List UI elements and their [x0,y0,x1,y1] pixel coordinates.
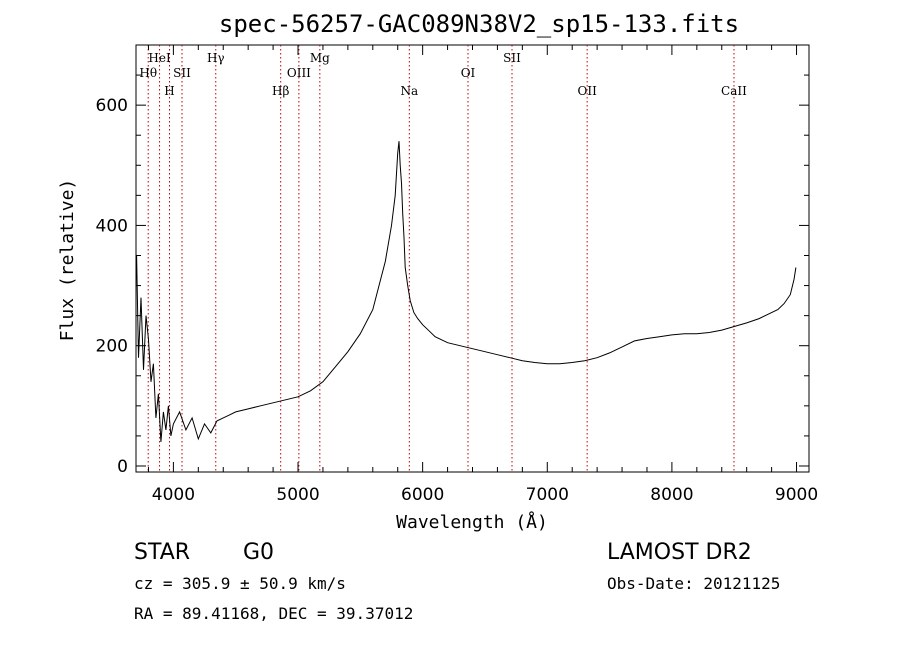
spectral-line-label: Hγ [207,51,225,65]
spectral-line-label: OI [461,66,476,80]
object-subclass: G0 [243,540,274,565]
y-tick-label: 0 [117,457,128,477]
y-tick-label: 200 [96,337,128,357]
x-axis-ticks [147,45,798,472]
spectral-line-label: SII [503,51,521,65]
spectral-line-label: H [164,84,174,98]
spectral-line-label: Mg [310,51,330,65]
y-tick-label: 600 [96,96,128,116]
x-tick-label: 8000 [650,485,693,505]
x-tick-label: 7000 [526,485,569,505]
x-axis-label: Wavelength (Å) [396,511,548,533]
plot-frame [135,44,810,473]
x-tick-label: 5000 [276,485,319,505]
spectral-line-markers [147,45,735,472]
x-tick-label: 4000 [152,485,195,505]
spectral-line-label: Na [400,84,418,98]
redshift-cz: cz = 305.9 ± 50.9 km/s [134,574,346,593]
spectral-line-label: Hβ [272,84,289,98]
chart-title: spec-56257-GAC089N38V2_sp15-133.fits [219,10,739,38]
survey-name: LAMOST DR2 [607,540,752,565]
y-tick-label: 400 [96,216,128,236]
y-axis-ticks [136,74,809,467]
spectral-line-label: CaII [721,84,747,98]
x-axis-tick-labels: 4000 5000 6000 7000 8000 9000 [152,485,818,505]
y-axis-label: Flux (relative) [57,179,78,342]
spectral-line-label: OII [577,84,597,98]
y-axis-tick-labels: 0 200 400 600 [96,96,128,477]
spectral-line-label: Hθ [139,66,157,80]
spectral-line-label: SII [173,66,191,80]
observation-date: Obs-Date: 20121125 [607,574,780,593]
x-tick-label: 9000 [775,485,818,505]
x-tick-label: 6000 [401,485,444,505]
object-class: STAR [134,540,190,565]
spectral-line-label: OIII [287,66,311,80]
spectral-line-label: HeI [148,51,171,65]
spectrum-series-line [136,141,797,442]
ra-dec-coordinates: RA = 89.41168, DEC = 39.37012 [134,604,413,623]
